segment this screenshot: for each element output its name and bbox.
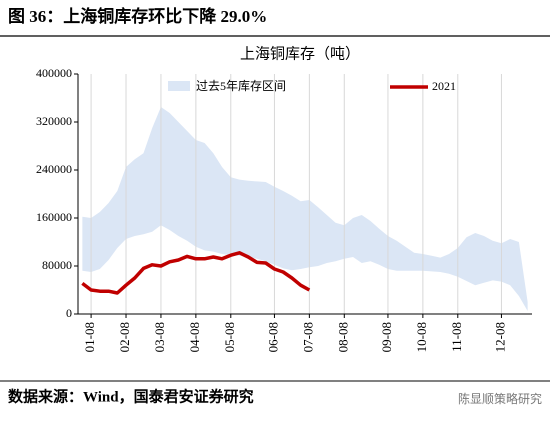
y-tick-label: 240000 bbox=[36, 162, 72, 176]
y-tick-label: 160000 bbox=[36, 210, 72, 224]
x-tick-label: 12-08 bbox=[492, 322, 507, 352]
legend-label: 过去5年库存区间 bbox=[196, 78, 286, 93]
legend-label: 2021 bbox=[432, 79, 456, 93]
x-tick-label: 08-08 bbox=[335, 322, 350, 352]
x-tick-label: 10-08 bbox=[414, 322, 429, 352]
y-tick-label: 400000 bbox=[36, 66, 72, 80]
x-tick-label: 04-08 bbox=[187, 322, 202, 352]
y-tick-label: 0 bbox=[66, 306, 72, 320]
watermark: 陈显顺策略研究 bbox=[458, 391, 542, 406]
legend-swatch bbox=[168, 81, 190, 91]
x-tick-label: 01-08 bbox=[82, 322, 97, 352]
x-tick-label: 06-08 bbox=[265, 322, 280, 352]
source: 数据来源：Wind，国泰君安证券研究 bbox=[8, 387, 254, 405]
x-tick-label: 07-08 bbox=[300, 322, 315, 352]
x-tick-label: 09-08 bbox=[379, 322, 394, 352]
figure-title: 图 36：上海铜库存环比下降 29.0% bbox=[8, 6, 267, 26]
x-tick-label: 05-08 bbox=[222, 322, 237, 352]
x-tick-label: 11-08 bbox=[449, 322, 464, 352]
y-tick-label: 320000 bbox=[36, 114, 72, 128]
chart-title: 上海铜库存（吨） bbox=[240, 45, 360, 62]
x-tick-label: 03-08 bbox=[152, 322, 167, 352]
line-2021 bbox=[81, 251, 311, 295]
y-tick-label: 80000 bbox=[42, 258, 72, 272]
range-band bbox=[82, 107, 528, 311]
x-tick-label: 02-08 bbox=[117, 322, 132, 352]
